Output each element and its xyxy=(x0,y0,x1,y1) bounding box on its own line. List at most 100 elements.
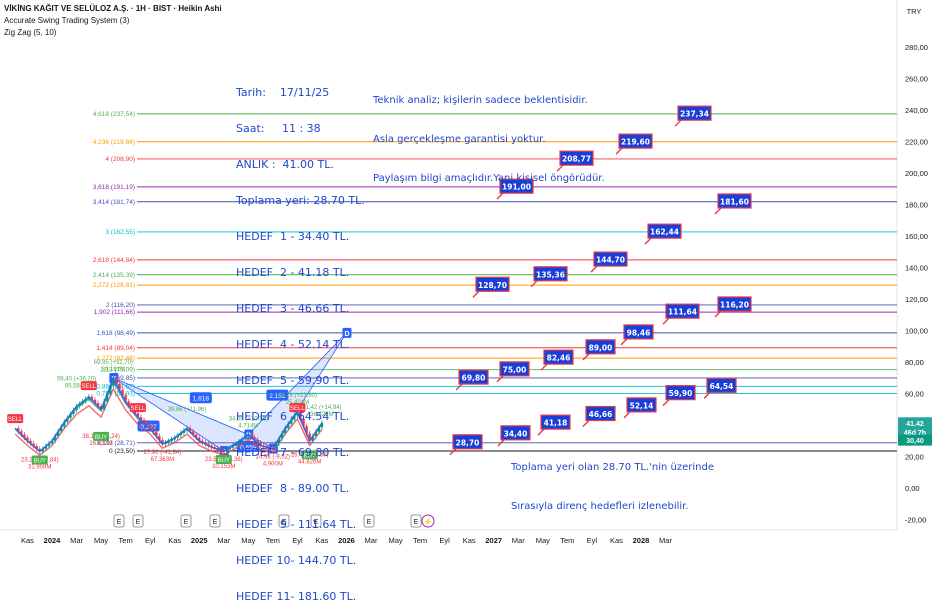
info-target-5: HEDEF 5 - 59.90 TL. xyxy=(236,374,350,387)
swing-value-label: 69,85 (+31,70) xyxy=(94,360,133,366)
target-box[interactable] xyxy=(623,324,654,340)
buy-signal-badge[interactable] xyxy=(93,431,110,441)
x-tick-label: Eyl xyxy=(587,536,598,545)
candle-body xyxy=(290,419,293,424)
candle-body xyxy=(320,422,324,428)
sell-signal-badge[interactable] xyxy=(129,403,146,413)
target-label: 64,54 xyxy=(710,382,734,391)
candle-body xyxy=(87,396,91,400)
earnings-event-marker[interactable] xyxy=(363,514,375,528)
candle-body xyxy=(188,428,192,432)
fib-level-label: 4,618 (237,54) xyxy=(93,111,135,118)
target-label: 144,70 xyxy=(596,256,625,265)
y-tick-label: 220,00 xyxy=(905,138,928,147)
target-box[interactable] xyxy=(543,349,574,365)
signal-label: BUY xyxy=(303,453,315,459)
disclaimer-line-2: Asla gerçekleşme garantisi yoktur. xyxy=(373,134,546,145)
fib-level-label: 3,414 (181,74) xyxy=(93,199,135,206)
target-label: 181,60 xyxy=(720,197,749,206)
target-label: 46,66 xyxy=(589,410,613,419)
candle-body xyxy=(75,406,78,411)
candle-body xyxy=(286,423,290,429)
target-box[interactable] xyxy=(500,425,531,441)
earnings-event-label: E xyxy=(414,519,419,526)
earnings-event-label: E xyxy=(213,519,218,526)
sell-signal-badge[interactable] xyxy=(80,381,97,391)
pattern-point-marker[interactable] xyxy=(342,327,352,338)
target-box[interactable] xyxy=(458,369,489,385)
candle-body xyxy=(164,442,167,445)
target-box[interactable] xyxy=(540,414,571,430)
target-box[interactable] xyxy=(677,105,712,121)
info-now: ANLIK : 41.00 TL. xyxy=(236,158,334,171)
swing-value-label: 24,98 (-9,02) xyxy=(256,455,290,461)
target-box[interactable] xyxy=(665,303,700,319)
target-box[interactable] xyxy=(499,178,534,194)
pattern-ratio-badge xyxy=(189,392,212,404)
earnings-event-marker[interactable] xyxy=(113,514,125,528)
info-target-10: HEDEF 10- 144.70 TL. xyxy=(236,554,357,567)
target-box[interactable] xyxy=(626,397,657,413)
target-box[interactable] xyxy=(585,405,616,422)
candle-body xyxy=(41,448,44,452)
x-tick-label: 2025 xyxy=(191,536,208,545)
earnings-event-marker[interactable] xyxy=(310,514,322,528)
target-box[interactable] xyxy=(717,296,752,312)
target-box[interactable] xyxy=(618,133,653,149)
target-label: 135,36 xyxy=(536,270,565,279)
buy-signal-badge[interactable] xyxy=(31,455,48,465)
pattern-bd-line xyxy=(248,332,347,435)
candle-body xyxy=(191,431,195,435)
target-box[interactable] xyxy=(533,266,568,282)
sell-signal-badge[interactable] xyxy=(7,414,24,424)
info-time: Saat: 11 : 38 xyxy=(236,122,321,135)
price-chart[interactable]: TRY-20,000,0020,0040,0060,0080,00100,001… xyxy=(0,0,932,550)
sell-signal-badge[interactable] xyxy=(289,403,306,413)
fib-level-label: 0 (23,50) xyxy=(109,448,135,455)
y-tick-label: 60,00 xyxy=(905,390,924,399)
info-target-2: HEDEF 2 - 41.18 TL. xyxy=(236,266,350,279)
buy-signal-badge[interactable] xyxy=(215,454,232,464)
swing-trend-line-down xyxy=(14,387,323,456)
earnings-event-marker[interactable] xyxy=(180,514,192,528)
price-axis-badge xyxy=(898,417,932,429)
dividend-event-marker[interactable] xyxy=(421,514,435,528)
indicator-swing-label[interactable]: Accurate Swing Trading System (3) xyxy=(4,16,130,25)
candle-body xyxy=(63,421,66,427)
candle-body xyxy=(182,430,186,433)
target-box[interactable] xyxy=(665,385,696,401)
candle-body xyxy=(179,432,183,436)
y-tick-label: 120,00 xyxy=(905,295,928,304)
earnings-event-marker[interactable] xyxy=(209,514,221,528)
price-axis-panel[interactable] xyxy=(897,0,932,550)
earnings-event-marker[interactable] xyxy=(278,514,290,528)
y-tick-label: 80,00 xyxy=(905,358,924,367)
earnings-event-marker[interactable] xyxy=(410,514,422,528)
candle-body xyxy=(207,443,210,446)
target-box[interactable] xyxy=(452,434,483,450)
target-box[interactable] xyxy=(475,276,510,292)
price-axis-badge xyxy=(898,426,932,438)
candle-body xyxy=(280,433,284,439)
target-box[interactable] xyxy=(706,377,737,393)
fib-level-label: 4 (208,90) xyxy=(105,156,135,163)
target-box[interactable] xyxy=(585,339,616,355)
fib-level-label: 3 (162,55) xyxy=(105,229,135,236)
candle-body xyxy=(225,449,229,452)
candle-body xyxy=(139,417,143,420)
y-tick-label: 100,00 xyxy=(905,327,928,336)
target-box[interactable] xyxy=(499,361,530,377)
target-box[interactable] xyxy=(593,251,628,267)
x-tick-label: May xyxy=(241,536,255,545)
indicator-zigzag-label[interactable]: Zig Zag (5, 10) xyxy=(4,28,57,37)
candle-body xyxy=(84,399,87,402)
target-box[interactable] xyxy=(647,223,682,239)
fib-level-label: 1,902 (111,66) xyxy=(94,309,135,316)
target-box[interactable] xyxy=(559,150,594,166)
target-box[interactable] xyxy=(717,193,752,209)
buy-signal-badge[interactable] xyxy=(301,450,318,460)
target-label: 34,40 xyxy=(504,429,528,438)
candle-body xyxy=(145,422,149,426)
x-tick-label: Kas xyxy=(610,536,623,545)
earnings-event-marker[interactable] xyxy=(132,514,144,528)
